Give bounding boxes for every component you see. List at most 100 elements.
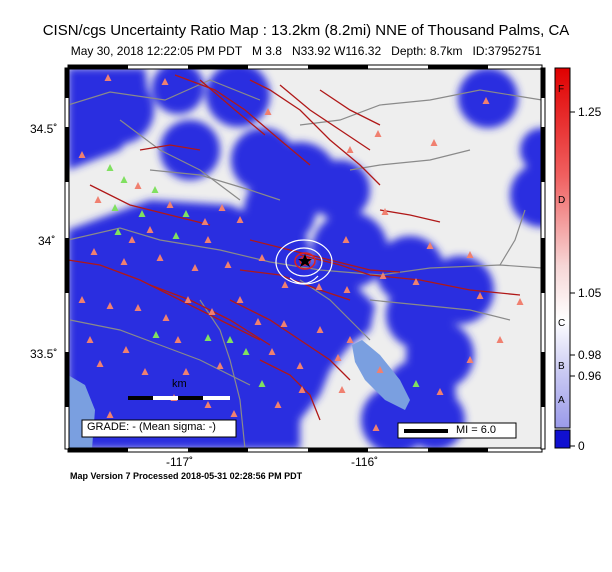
station-triangle bbox=[204, 401, 212, 408]
mi-legend bbox=[397, 422, 517, 439]
station-triangle bbox=[226, 336, 234, 343]
station-triangle bbox=[496, 336, 504, 343]
colorbar-value: 0.96 bbox=[578, 369, 602, 383]
station-triangle bbox=[236, 216, 244, 223]
station-triangle bbox=[381, 208, 389, 215]
station-triangle bbox=[379, 272, 387, 279]
colorbar-letter: A bbox=[558, 395, 565, 406]
station-triangle bbox=[182, 368, 190, 375]
scale-bar-label: km bbox=[172, 378, 187, 390]
station-triangle bbox=[264, 108, 272, 115]
station-triangle bbox=[412, 278, 420, 285]
station-triangle bbox=[161, 78, 169, 85]
map-title: CISN/cgs Uncertainty Ratio Map : 13.2km … bbox=[42, 22, 570, 39]
station-triangle bbox=[296, 362, 304, 369]
station-triangle bbox=[254, 318, 262, 325]
station-triangle bbox=[216, 362, 224, 369]
grade-text: GRADE: - (Mean sigma: -) bbox=[87, 421, 216, 433]
salton-sea bbox=[352, 340, 410, 410]
colorbar-value: 1.25 bbox=[578, 105, 602, 119]
station-triangle bbox=[90, 248, 98, 255]
station-triangle bbox=[174, 336, 182, 343]
station-triangle bbox=[316, 326, 324, 333]
colorbar-value: 1.05 bbox=[578, 286, 602, 300]
station-triangle bbox=[258, 254, 266, 261]
station-triangle bbox=[412, 380, 420, 387]
roads bbox=[68, 79, 542, 449]
colorbar bbox=[554, 67, 575, 449]
lat-tick-label: 34˚ bbox=[38, 234, 56, 248]
station-triangle bbox=[274, 401, 282, 408]
station-triangle bbox=[204, 334, 212, 341]
station-triangle bbox=[208, 308, 216, 315]
processed-footer: Map Version 7 Processed 2018-05-31 02:28… bbox=[70, 471, 303, 481]
station-triangle bbox=[258, 380, 266, 387]
station-triangle bbox=[230, 410, 238, 417]
station-triangle bbox=[134, 182, 142, 189]
station-triangle bbox=[342, 236, 350, 243]
station-triangle bbox=[346, 146, 354, 153]
station-triangle bbox=[466, 251, 474, 258]
station-triangle bbox=[156, 254, 164, 261]
station-triangle bbox=[476, 292, 484, 299]
colorbar-letter: C bbox=[558, 318, 566, 329]
station-triangle bbox=[374, 130, 382, 137]
lat-tick-label: 34.5˚ bbox=[30, 122, 58, 136]
station-triangle bbox=[120, 176, 128, 183]
map-border bbox=[64, 64, 546, 453]
station-triangle bbox=[151, 186, 159, 193]
station-triangle bbox=[172, 232, 180, 239]
station-triangle bbox=[128, 236, 136, 243]
station-triangle bbox=[218, 204, 226, 211]
station-triangle bbox=[346, 336, 354, 343]
station-triangle bbox=[94, 196, 102, 203]
station-triangle bbox=[236, 296, 244, 303]
stations bbox=[78, 74, 524, 435]
station-triangle bbox=[78, 296, 86, 303]
station-triangle bbox=[338, 386, 346, 393]
lat-tick-label: 33.5˚ bbox=[30, 347, 58, 361]
station-triangle bbox=[376, 366, 384, 373]
colorbar-value: 0 bbox=[578, 439, 585, 453]
mi-legend-text: MI = 6.0 bbox=[456, 424, 497, 436]
station-triangle bbox=[106, 411, 114, 418]
station-triangle bbox=[430, 139, 438, 146]
epicenter-contours bbox=[275, 239, 333, 285]
station-triangle bbox=[104, 74, 112, 81]
station-triangle bbox=[120, 258, 128, 265]
station-triangle bbox=[334, 354, 342, 361]
faults bbox=[68, 74, 521, 421]
station-triangle bbox=[426, 242, 434, 249]
lon-tick-label: -116˚ bbox=[351, 455, 379, 469]
station-triangle bbox=[184, 296, 192, 303]
map-area bbox=[68, 68, 542, 449]
station-triangle bbox=[152, 331, 160, 338]
station-triangle bbox=[106, 302, 114, 309]
station-triangle bbox=[122, 346, 130, 353]
station-triangle bbox=[134, 304, 142, 311]
station-triangle bbox=[298, 386, 306, 393]
colorbar-letter: F bbox=[558, 84, 565, 95]
station-triangle bbox=[166, 201, 174, 208]
station-triangle bbox=[204, 236, 212, 243]
uncertainty-coverage bbox=[68, 68, 542, 449]
station-triangle bbox=[280, 320, 288, 327]
station-triangle bbox=[436, 388, 444, 395]
station-triangle bbox=[182, 210, 190, 217]
station-triangle bbox=[201, 218, 209, 225]
station-triangle bbox=[111, 204, 119, 211]
station-triangle bbox=[315, 283, 323, 290]
colorbar-value: 0.98 bbox=[578, 348, 602, 362]
station-triangle bbox=[281, 281, 289, 288]
lon-tick-label: -117˚ bbox=[166, 455, 194, 469]
scale-bar bbox=[128, 396, 230, 400]
epicenter-star-icon bbox=[298, 254, 312, 267]
station-triangle bbox=[343, 286, 351, 293]
station-triangle bbox=[224, 261, 232, 268]
station-triangle bbox=[516, 298, 524, 305]
map-subtitle: May 30, 2018 12:22:05 PM PDT M 3.8 N33.9… bbox=[70, 44, 542, 58]
station-triangle bbox=[106, 164, 114, 171]
station-triangle bbox=[114, 228, 122, 235]
station-triangle bbox=[138, 210, 146, 217]
